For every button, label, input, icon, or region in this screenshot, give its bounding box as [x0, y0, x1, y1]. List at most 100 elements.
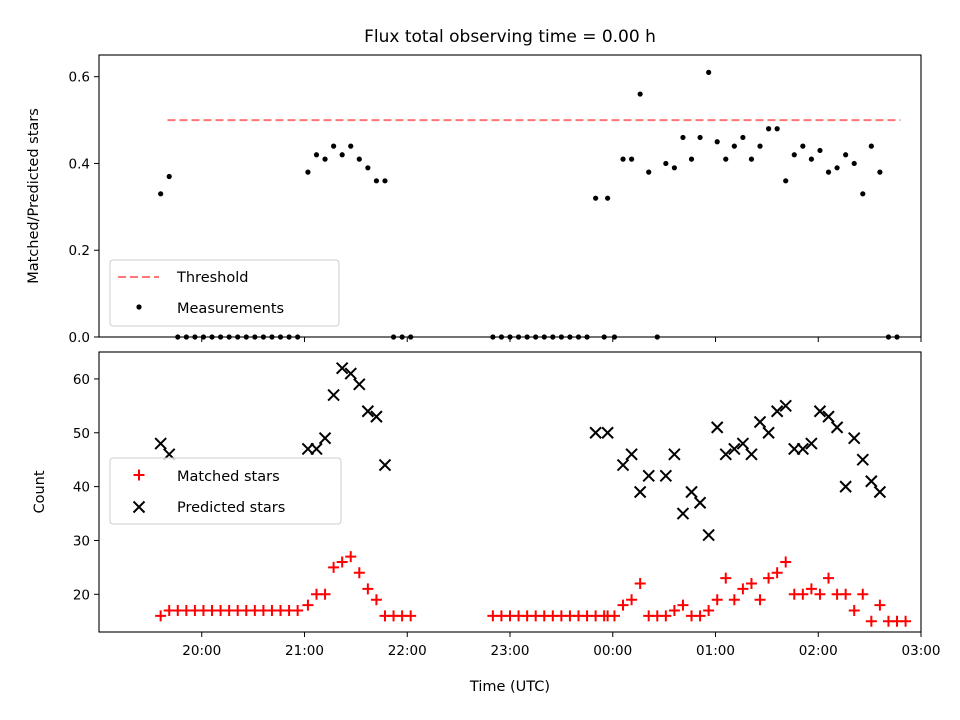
measurement-point [774, 126, 780, 132]
legend-predicted-label: Predicted stars [177, 500, 285, 516]
predicted-stars-point [693, 496, 707, 509]
matched-stars-point [634, 578, 646, 590]
matched-stars-point [900, 615, 912, 627]
matched-stars-point [353, 567, 365, 579]
bottom-plot: 20:00 21:00 22:00 23:00 00:00 01:00 02:00 03:00… [73, 351, 940, 659]
top-plot: 0.0 0.2 0.4 0.6 Threshold Measurements [69, 54, 922, 346]
y-tick-label: 50 [73, 426, 90, 442]
measurement-point [791, 152, 797, 158]
predicted-stars-point [736, 437, 750, 450]
matched-stars-point [336, 556, 348, 568]
matched-stars-point [694, 610, 706, 622]
predicted-stars-point [779, 399, 792, 413]
measurement-point [628, 156, 635, 162]
legend-matched-label: Matched stars [177, 469, 280, 485]
measurement-point [817, 147, 823, 154]
x-tick-label: 01:00 [696, 643, 735, 659]
predicted-stars-point [745, 448, 758, 461]
measurement-point [714, 139, 720, 145]
predicted-stars-point [616, 458, 630, 472]
measurement-point [723, 156, 729, 162]
measurement-point [851, 160, 857, 167]
y-tick-label: 0.0 [69, 330, 90, 346]
matched-stars-point [814, 588, 826, 600]
measurement-point [783, 178, 789, 184]
x-tick-label: 21:00 [285, 643, 324, 659]
measurement-point [757, 143, 763, 149]
y-tick-label: 0.4 [69, 156, 90, 172]
matched-stars-point [771, 567, 783, 579]
x-tick-label: 20:00 [182, 643, 221, 659]
x-tick-label: 00:00 [593, 643, 632, 659]
matched-stars-point [292, 604, 304, 616]
predicted-stars-point [668, 448, 681, 461]
measurement-point [382, 178, 388, 184]
matched-stars-point [328, 561, 340, 573]
measurement-point [860, 191, 866, 197]
matched-stars-point [823, 572, 835, 584]
predicted-stars-point [310, 442, 323, 456]
predicted-stars-point [676, 507, 690, 520]
measurement-point [637, 91, 643, 97]
legend-box [109, 457, 342, 525]
predicted-stars-point [728, 442, 741, 456]
predicted-stars-point [154, 437, 167, 450]
predicted-stars-point [318, 431, 332, 445]
measurement-point [365, 165, 371, 171]
measurement-point [808, 156, 815, 162]
measurement-point [671, 165, 678, 171]
y-tick-label: 30 [73, 533, 90, 549]
predicted-stars-point [753, 415, 767, 429]
y-tick-label: 0.2 [69, 243, 90, 259]
predicted-stars-point [711, 421, 724, 434]
predicted-stars-point [361, 405, 375, 418]
legend-box [109, 259, 340, 327]
y-tick-label: 60 [73, 372, 90, 388]
legend-measurements-label: Measurements [177, 301, 284, 317]
predicted-stars-point [344, 367, 357, 380]
y-tick-label: 0.6 [69, 70, 90, 86]
predicted-stars-point [589, 426, 602, 439]
predicted-stars-point [335, 361, 349, 375]
matched-stars-point [720, 572, 732, 584]
measurement-point [331, 143, 337, 149]
predicted-stars-point [601, 426, 614, 439]
predicted-stars-point [839, 480, 852, 493]
predicted-stars-point [633, 485, 647, 499]
matched-stars-point [840, 588, 852, 600]
measurement-point [868, 143, 874, 149]
measurement-point [646, 169, 652, 175]
x-tick-label: 22:00 [388, 643, 427, 659]
predicted-stars-point [327, 388, 340, 402]
matched-stars-point [737, 583, 749, 595]
measurement-point [688, 156, 695, 162]
measurement-point [322, 156, 328, 162]
measurement-point [697, 134, 703, 141]
measurement-point [800, 143, 806, 149]
predicted-stars-point [865, 475, 878, 488]
measurement-point [825, 169, 832, 175]
matched-stars-point [362, 583, 374, 595]
predicted-stars-point [370, 410, 383, 423]
top-y-axis-label: Matched/Predicted stars [26, 108, 42, 284]
measurement-point [305, 169, 311, 175]
matched-stars-point [711, 594, 723, 606]
matched-stars-point [857, 588, 869, 600]
measurement-point [740, 134, 746, 141]
predicted-stars-point [762, 426, 775, 439]
measurement-point [166, 173, 172, 180]
matched-stars-point [345, 551, 357, 563]
measurement-point [605, 195, 611, 201]
matched-stars-point [703, 604, 715, 616]
predicted-stars-point [642, 469, 655, 483]
matched-stars-point [405, 610, 417, 622]
predicted-stars-point [719, 448, 732, 461]
matched-stars-point [626, 594, 638, 606]
matched-stars-point [302, 599, 314, 611]
top-legend: Threshold Measurements [109, 259, 340, 327]
matched-stars-point [608, 610, 620, 622]
matched-stars-point [617, 599, 629, 611]
measurement-point [348, 143, 354, 149]
x-tick-label: 02:00 [799, 643, 838, 659]
measurement-point [731, 143, 737, 149]
